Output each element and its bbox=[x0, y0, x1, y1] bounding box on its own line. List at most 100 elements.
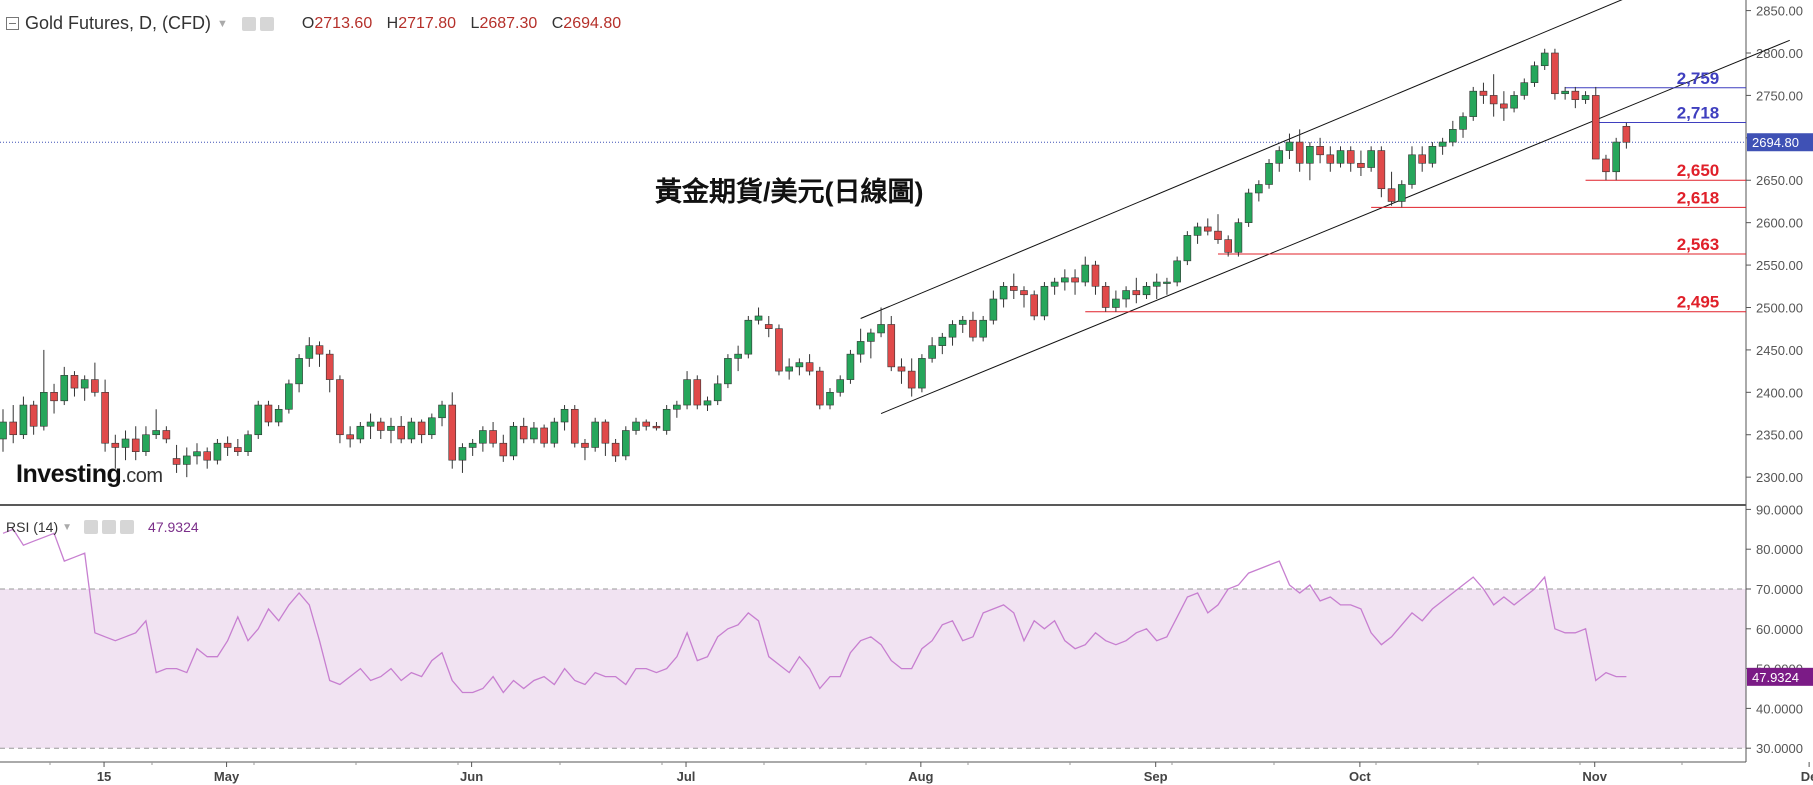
candle-body bbox=[1152, 281, 1161, 287]
candle-body bbox=[1183, 235, 1192, 262]
candle-body bbox=[1530, 65, 1539, 83]
candle-body bbox=[530, 427, 538, 440]
chevron-down-icon[interactable]: ▼ bbox=[217, 17, 228, 30]
candle-body bbox=[1203, 226, 1212, 232]
time-tick-label: Aug bbox=[908, 769, 933, 784]
candle-body bbox=[683, 379, 691, 406]
candle-body bbox=[744, 319, 753, 355]
candle-body bbox=[356, 425, 365, 440]
time-tick-label: Jun bbox=[460, 769, 483, 784]
logo-suffix: .com bbox=[121, 465, 163, 487]
candle-body bbox=[1050, 281, 1059, 287]
candle-body bbox=[622, 430, 630, 457]
candle-body bbox=[1408, 154, 1416, 185]
candle-body bbox=[662, 408, 671, 431]
candle-body bbox=[836, 379, 845, 393]
candle-body bbox=[438, 404, 446, 419]
candle-body bbox=[877, 324, 885, 334]
candle-body bbox=[1622, 125, 1631, 143]
symbol-title[interactable]: Gold Futures, D, (CFD) bbox=[25, 13, 212, 33]
candle-body bbox=[1397, 184, 1406, 202]
candle-body bbox=[1336, 150, 1345, 164]
candle-body bbox=[928, 345, 936, 359]
candle-body bbox=[1255, 184, 1263, 194]
channel-lower-line bbox=[880, 39, 1790, 414]
candle-body bbox=[285, 383, 293, 410]
candle-body bbox=[407, 421, 416, 440]
settings-icon[interactable] bbox=[259, 16, 274, 31]
rsi-label[interactable]: RSI (14) bbox=[6, 519, 59, 535]
candle-body bbox=[570, 408, 579, 444]
close-icon[interactable] bbox=[120, 520, 135, 534]
candle-body bbox=[1224, 239, 1232, 253]
visibility-icon[interactable] bbox=[241, 16, 256, 31]
candle-body bbox=[918, 358, 926, 389]
candle-body bbox=[0, 421, 7, 440]
investing-logo: Investing.com bbox=[16, 460, 163, 489]
current-price-tag-label: 2694.80 bbox=[1752, 135, 1799, 150]
candle-body bbox=[1009, 285, 1018, 291]
candle-body bbox=[397, 425, 405, 440]
candle-body bbox=[1418, 154, 1426, 164]
candle-body bbox=[479, 430, 487, 444]
price-tick-label: 2300.00 bbox=[1756, 470, 1803, 485]
candle-body bbox=[274, 408, 283, 423]
candle-body bbox=[764, 324, 773, 329]
collapse-pane-icon[interactable] bbox=[6, 17, 19, 30]
candle-body bbox=[1571, 90, 1580, 100]
candle-body bbox=[366, 421, 375, 427]
candle-body bbox=[1510, 95, 1518, 109]
candle-body bbox=[969, 319, 977, 338]
rsi-tick-label: 70.0000 bbox=[1756, 582, 1803, 597]
candle-body bbox=[601, 421, 610, 444]
candle-body bbox=[1469, 90, 1478, 117]
candle-body bbox=[1387, 188, 1396, 202]
candle-body bbox=[519, 425, 528, 440]
candle-body bbox=[509, 425, 518, 457]
candle-body bbox=[642, 421, 651, 427]
candle-body bbox=[91, 379, 99, 393]
rsi-header: RSI (14) ▼ 47.9324 bbox=[6, 519, 199, 535]
candle-body bbox=[1346, 150, 1355, 164]
candle-body bbox=[428, 417, 436, 436]
candle-body bbox=[1020, 290, 1028, 296]
settings-icon[interactable] bbox=[102, 520, 117, 534]
candle-body bbox=[867, 332, 875, 342]
candle-body bbox=[254, 404, 263, 436]
candle-body bbox=[1377, 150, 1386, 190]
level-label: 2,650 bbox=[1677, 161, 1720, 180]
rsi-tick-label: 40.0000 bbox=[1756, 701, 1803, 716]
candle-body bbox=[1479, 90, 1488, 96]
candle-body bbox=[846, 353, 855, 380]
rsi-tick-label: 80.0000 bbox=[1756, 542, 1803, 557]
price-tick-label: 2450.00 bbox=[1756, 343, 1803, 358]
candle-body bbox=[1561, 90, 1569, 95]
candle-body bbox=[1438, 141, 1447, 147]
candle-body bbox=[387, 425, 395, 431]
candle-body bbox=[1091, 264, 1100, 287]
candle-body bbox=[785, 366, 793, 372]
candle-body bbox=[1112, 298, 1120, 308]
candle-body bbox=[1173, 260, 1181, 283]
candle-body bbox=[1500, 103, 1508, 109]
low-value: 2687.30 bbox=[479, 14, 538, 32]
time-tick-label: May bbox=[214, 769, 240, 784]
candle-body bbox=[1142, 285, 1151, 296]
candle-body bbox=[499, 442, 508, 457]
candle-body bbox=[50, 392, 58, 402]
candle-body bbox=[1540, 52, 1549, 67]
chevron-down-icon[interactable]: ▼ bbox=[62, 521, 73, 533]
candle-body bbox=[1285, 141, 1294, 151]
candle-body bbox=[1214, 230, 1222, 240]
visibility-icon[interactable] bbox=[84, 520, 99, 534]
price-tick-label: 2650.00 bbox=[1756, 173, 1803, 188]
candle-body bbox=[1071, 277, 1079, 283]
candle-body bbox=[1520, 82, 1529, 96]
rsi-value-tag bbox=[1747, 667, 1813, 686]
candle-body bbox=[121, 438, 130, 448]
price-tick-label: 2400.00 bbox=[1756, 385, 1803, 400]
candle-body bbox=[376, 421, 385, 431]
candle-body bbox=[989, 298, 998, 321]
candle-body bbox=[611, 442, 620, 457]
candle-body bbox=[193, 451, 201, 457]
